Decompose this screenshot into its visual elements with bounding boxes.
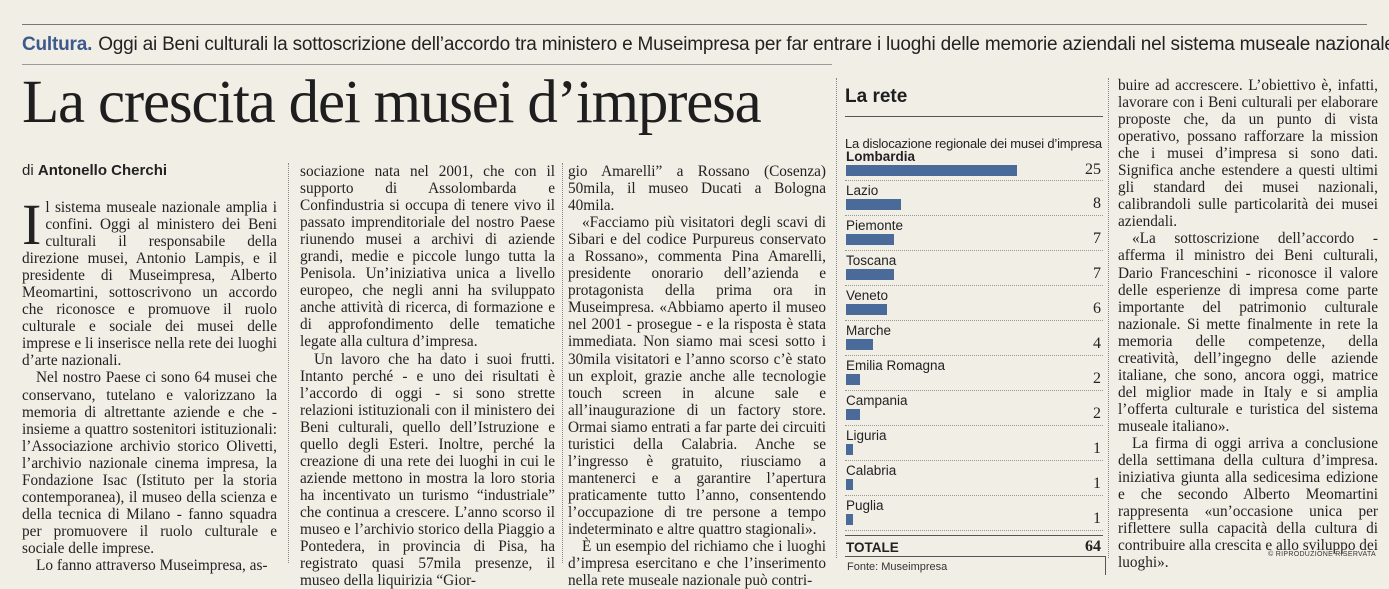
byline-prefix: di (22, 162, 34, 179)
bar (846, 514, 853, 525)
total-row: TOTALE 64 (845, 535, 1103, 556)
category-label: Puglia (846, 498, 884, 513)
bar (846, 165, 1017, 176)
value-label: 1 (1093, 475, 1101, 492)
category-label: Lombardia (846, 149, 916, 164)
category-label: Toscana (846, 253, 897, 268)
paragraph: l sistema museale nazionale amplia i con… (22, 199, 277, 370)
headline: La crescita dei musei d’impresa (22, 69, 762, 136)
article-column-4: buire ad accrescere. L’obiettivo è, infa… (1118, 77, 1378, 571)
category-label: Piemonte (846, 218, 904, 233)
bar (846, 199, 901, 210)
kicker-rule (22, 64, 832, 65)
byline-author: Antonello Cherchi (37, 162, 168, 179)
copyright-note: © RIPRODUZIONE RISERVATA (1268, 551, 1376, 558)
chart-row: Emilia Romagna 2 (845, 356, 1103, 391)
paragraph: Lo fanno attraverso Museimpresa, as- (36, 556, 268, 574)
section-label: Cultura. (22, 34, 93, 55)
chart-row: Lazio 8 (845, 181, 1103, 216)
chart-rows: Lombardia 25 Lazio 8 Piemonte 7 Toscana 7 Veneto… (845, 149, 1105, 531)
sidebar-title: La rete (845, 86, 908, 107)
value-label: 1 (1093, 510, 1101, 527)
bar (846, 444, 853, 455)
paragraph: «La sottoscrizione dell’accordo - afferm… (1118, 230, 1378, 435)
column-divider (1108, 78, 1109, 558)
paragraph: «Facciamo più visitatori degli scavi di … (568, 214, 826, 538)
sidebar-chart: La rete La dislocazione regionale dei mu… (845, 78, 1106, 575)
sidebar-subtitle: La dislocazione regionale dei musei d’im… (845, 136, 1102, 151)
bar (846, 339, 873, 350)
article-column-2: sociazione nata nel 2001, che con il sup… (300, 163, 555, 589)
bar (846, 409, 860, 420)
category-label: Calabria (846, 463, 897, 478)
value-label: 7 (1093, 230, 1101, 247)
paragraph: sociazione nata nel 2001, che con il sup… (300, 163, 555, 351)
chart-row: Campania 2 (845, 391, 1103, 426)
bar (846, 304, 887, 315)
total-label: TOTALE (846, 540, 899, 555)
bar (846, 234, 894, 245)
value-label: 1 (1093, 440, 1101, 457)
value-label: 2 (1093, 405, 1101, 422)
column-divider (288, 163, 289, 563)
paragraph: La firma di oggi arriva a conclusione de… (1118, 434, 1378, 572)
value-label: 4 (1093, 335, 1101, 352)
chart-row: Veneto 6 (845, 286, 1103, 321)
paragraph: Un lavoro che ha dato i suoi frutti. Int… (300, 350, 555, 589)
chart-row: Liguria 1 (845, 426, 1103, 461)
sidebar-rule (845, 116, 1103, 117)
bar (846, 374, 860, 385)
category-label: Lazio (846, 183, 879, 198)
total-value: 64 (1085, 538, 1101, 555)
byline: di Antonello Cherchi (22, 162, 167, 179)
category-label: Marche (846, 323, 892, 338)
column-divider (562, 163, 563, 563)
value-label: 8 (1093, 195, 1101, 212)
value-label: 6 (1093, 300, 1101, 317)
paragraph: gio Amarelli” a Rossano (Cosenza) 50mila… (568, 163, 826, 215)
column-divider (836, 78, 837, 558)
category-label: Liguria (846, 428, 887, 443)
chart-row: Marche 4 (845, 321, 1103, 356)
bar (846, 479, 853, 490)
chart-row: Toscana 7 (845, 251, 1103, 286)
chart-row: Calabria 1 (845, 461, 1103, 496)
paragraph: Nel nostro Paese ci sono 64 musei che co… (22, 369, 277, 557)
bar (846, 269, 894, 280)
value-label: 2 (1093, 370, 1101, 387)
article-column-3: gio Amarelli” a Rossano (Cosenza) 50mila… (568, 163, 826, 589)
paragraph: È un esempio del richiamo che i luoghi d… (568, 538, 826, 589)
value-label: 25 (1085, 161, 1101, 178)
category-label: Veneto (846, 288, 889, 303)
paragraph: buire ad accrescere. L’obiettivo è, infa… (1118, 77, 1378, 231)
kicker-text: Oggi ai Beni culturali la sottoscrizione… (98, 34, 1389, 55)
chart-row: Puglia 1 (845, 496, 1103, 531)
kicker: Cultura. Oggi ai Beni culturali la sottos… (22, 34, 1389, 56)
drop-cap: I (22, 192, 42, 257)
top-rule (22, 24, 1367, 25)
category-label: Emilia Romagna (846, 358, 946, 373)
source-note: Fonte: Museimpresa (845, 556, 1106, 575)
category-label: Campania (846, 393, 908, 408)
chart-row: Piemonte 7 (845, 216, 1103, 251)
value-label: 7 (1093, 265, 1101, 282)
chart-row: Lombardia 25 (845, 149, 1103, 181)
